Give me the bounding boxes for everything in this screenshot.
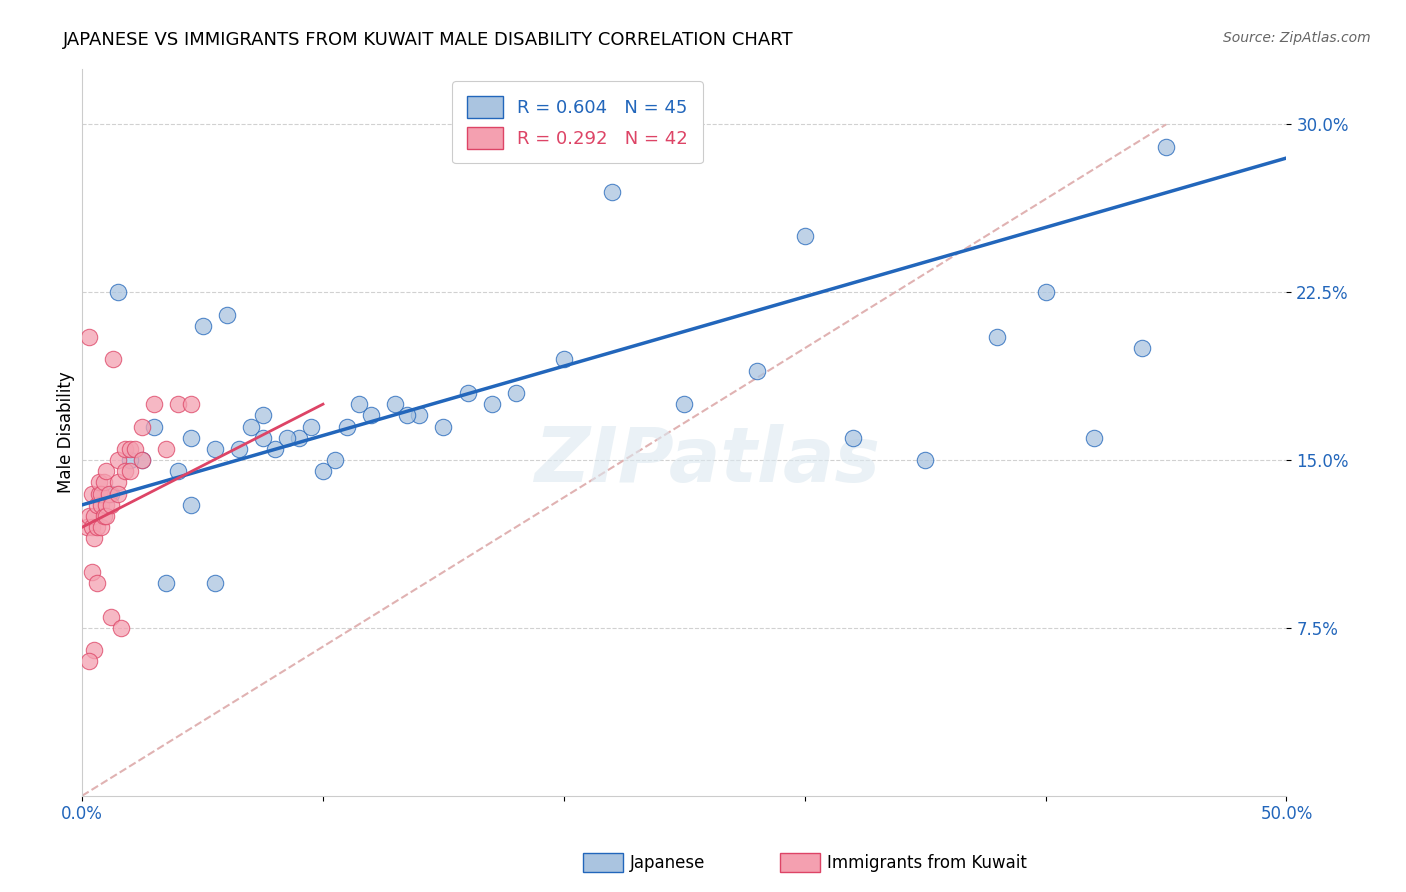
Point [360, 409, 382, 423]
Point [96, 509, 118, 524]
Point [914, 453, 936, 467]
Point [79, 509, 101, 524]
Point [288, 431, 311, 445]
Point [120, 453, 142, 467]
Point [215, 308, 238, 322]
Point [90, 520, 112, 534]
Point [842, 431, 865, 445]
Point [323, 453, 346, 467]
Point [396, 409, 419, 423]
Point [1035, 285, 1057, 300]
Point [86, 520, 108, 534]
Text: Japanese: Japanese [630, 854, 706, 871]
Point [107, 475, 129, 490]
Point [80, 520, 103, 534]
Point [600, 185, 623, 199]
Point [384, 397, 406, 411]
Point [120, 464, 142, 478]
Point [312, 464, 335, 478]
Point [79, 655, 101, 669]
Point [100, 609, 122, 624]
Text: Source: ZipAtlas.com: Source: ZipAtlas.com [1223, 31, 1371, 45]
Point [263, 442, 285, 456]
Point [107, 285, 129, 300]
Point [155, 576, 177, 591]
Y-axis label: Male Disability: Male Disability [58, 371, 75, 493]
Point [986, 330, 1008, 344]
Point [276, 431, 298, 445]
Point [124, 442, 146, 456]
Point [1130, 341, 1153, 355]
Point [97, 486, 120, 500]
Point [103, 352, 125, 367]
Legend: R = 0.604   N = 45, R = 0.292   N = 42: R = 0.604 N = 45, R = 0.292 N = 42 [453, 81, 703, 163]
Point [100, 486, 122, 500]
Text: ZIPatlas: ZIPatlas [536, 425, 882, 499]
Point [336, 419, 359, 434]
Point [347, 397, 370, 411]
Point [86, 498, 108, 512]
Point [155, 442, 177, 456]
Point [80, 486, 103, 500]
Point [143, 397, 166, 411]
Point [83, 532, 105, 546]
Point [143, 419, 166, 434]
Point [80, 565, 103, 579]
Point [432, 419, 454, 434]
Point [110, 621, 132, 635]
Text: JAPANESE VS IMMIGRANTS FROM KUWAIT MALE DISABILITY CORRELATION CHART: JAPANESE VS IMMIGRANTS FROM KUWAIT MALE … [63, 31, 794, 49]
Point [90, 498, 112, 512]
Point [87, 486, 110, 500]
Point [204, 442, 226, 456]
Point [120, 442, 142, 456]
Point [114, 464, 136, 478]
Point [793, 229, 815, 244]
Point [83, 643, 105, 657]
Point [114, 442, 136, 456]
Point [252, 431, 274, 445]
Point [131, 453, 153, 467]
Point [239, 419, 262, 434]
Point [457, 386, 479, 401]
Point [180, 397, 202, 411]
Point [204, 576, 226, 591]
Point [745, 363, 768, 377]
Point [86, 576, 108, 591]
Point [505, 386, 527, 401]
Point [131, 419, 153, 434]
Point [93, 475, 115, 490]
Point [228, 442, 250, 456]
Point [107, 453, 129, 467]
Point [90, 486, 112, 500]
Point [83, 509, 105, 524]
Point [1083, 431, 1105, 445]
Point [131, 453, 153, 467]
Point [107, 486, 129, 500]
Point [408, 409, 430, 423]
Point [87, 475, 110, 490]
Point [180, 431, 202, 445]
Point [252, 409, 274, 423]
Point [79, 330, 101, 344]
Point [167, 464, 190, 478]
Point [553, 352, 575, 367]
Point [167, 397, 190, 411]
Point [93, 509, 115, 524]
Point [96, 498, 118, 512]
Point [673, 397, 696, 411]
Point [299, 419, 322, 434]
Point [100, 498, 122, 512]
Text: Immigrants from Kuwait: Immigrants from Kuwait [827, 854, 1026, 871]
Point [76, 520, 98, 534]
Point [96, 464, 118, 478]
Point [1154, 140, 1177, 154]
Point [481, 397, 503, 411]
Point [191, 318, 214, 333]
Point [180, 498, 202, 512]
